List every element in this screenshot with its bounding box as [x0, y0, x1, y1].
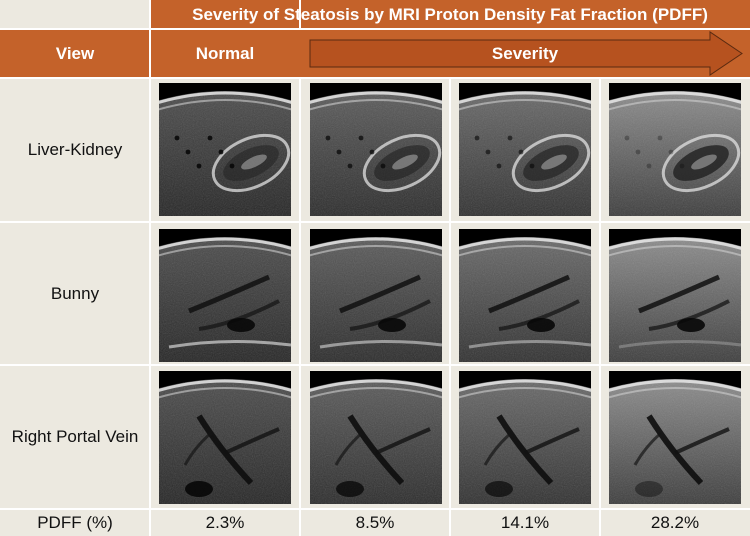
view-column-header: View: [55, 43, 95, 63]
row-label-bunny: Bunny: [50, 283, 100, 303]
row-label-right-portal-vein: Right Portal Vein: [11, 427, 139, 446]
ultrasound-image: [310, 229, 442, 362]
row-label-liver-kidney: Liver-Kidney: [27, 139, 123, 159]
severity-label: Severity: [491, 43, 559, 63]
ultrasound-image: [459, 83, 591, 216]
ultrasound-image: [310, 371, 442, 504]
pdff-row-band: [0, 509, 750, 536]
normal-column-header: Normal: [150, 29, 300, 78]
ultrasound-image: [609, 229, 741, 362]
divider: [299, 0, 301, 29]
divider: [299, 78, 301, 536]
pdff-value: 2.3%: [205, 512, 245, 532]
top-left-band: [0, 0, 150, 29]
pdff-value: 28.2%: [650, 512, 700, 532]
ultrasound-image: [609, 371, 741, 504]
figure-title: Severity of Steatosis by MRI Proton Dens…: [150, 0, 750, 29]
ultrasound-image: [609, 83, 741, 216]
divider: [0, 77, 750, 79]
severity-arrow: [309, 31, 743, 76]
divider: [0, 508, 750, 510]
pdff-row-label: PDFF (%): [37, 512, 113, 532]
divider: [0, 28, 750, 30]
ultrasound-image: [310, 83, 442, 216]
ultrasound-image: [159, 371, 291, 504]
normal-label: Normal: [195, 43, 255, 63]
divider: [0, 364, 750, 366]
divider: [449, 78, 451, 536]
pdff-value: 14.1%: [500, 512, 550, 532]
ultrasound-image: [459, 229, 591, 362]
severity-column-header: Severity: [300, 29, 750, 78]
pdff-value: 8.5%: [355, 512, 395, 532]
ultrasound-image: [459, 371, 591, 504]
divider: [599, 78, 601, 536]
divider: [0, 221, 750, 223]
ultrasound-image: [159, 83, 291, 216]
ultrasound-image: [159, 229, 291, 362]
divider: [149, 0, 151, 536]
